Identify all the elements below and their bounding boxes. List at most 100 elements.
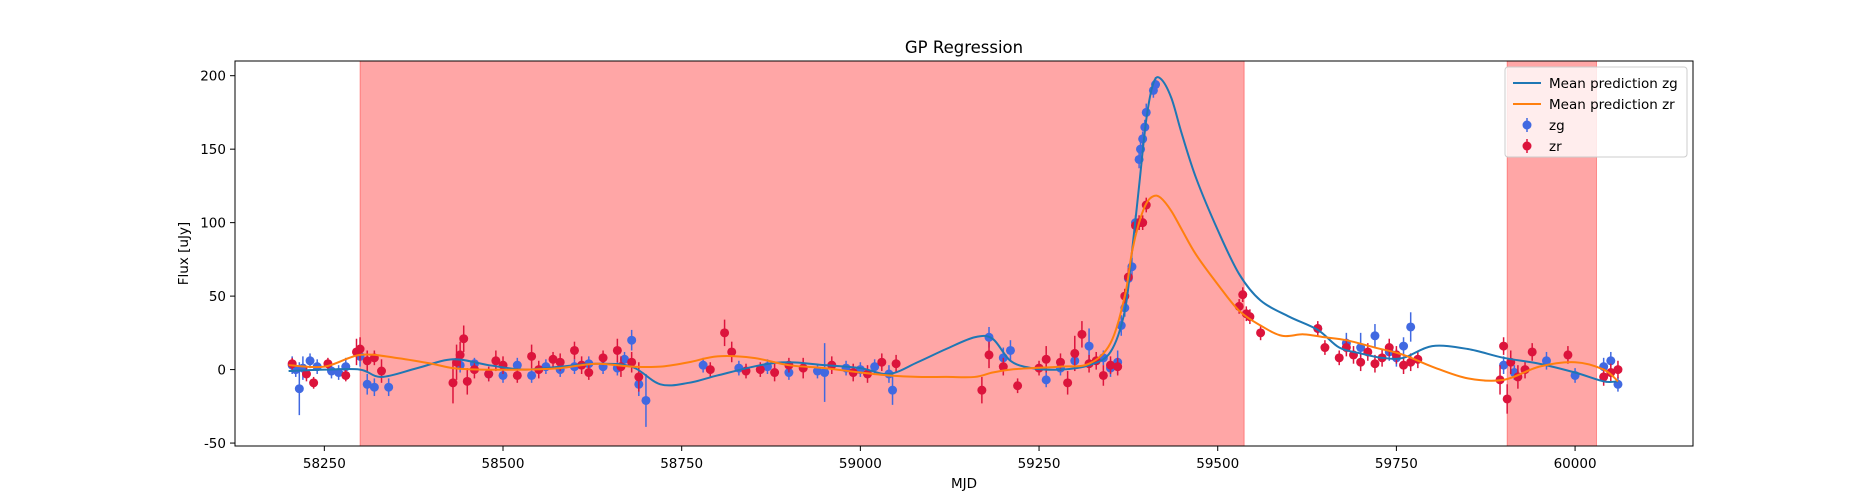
legend-marker [1522, 141, 1532, 151]
zg-point [620, 354, 630, 364]
zr-point [448, 378, 458, 388]
zr-point [1106, 360, 1116, 370]
zr-point [1527, 347, 1537, 357]
x-tick-label: 58250 [303, 456, 346, 472]
zg-point [305, 356, 315, 366]
x-tick-label: 59250 [1018, 456, 1061, 472]
zr-point [634, 372, 644, 382]
zr-point [755, 365, 765, 375]
zg-point [1041, 375, 1051, 385]
x-axis-label: MJD [951, 476, 977, 492]
zr-point [527, 351, 537, 361]
zr-point [548, 354, 558, 364]
zr-point [1063, 378, 1073, 388]
zg-point [512, 360, 522, 370]
zr-point [301, 369, 311, 379]
x-tick-label: 59750 [1375, 456, 1418, 472]
zg-point [1406, 322, 1416, 332]
zg-point [1606, 356, 1616, 366]
legend-label: Mean prediction zr [1549, 97, 1675, 113]
x-tick-label: 59000 [839, 456, 882, 472]
legend-marker [1522, 120, 1532, 130]
zr-point [1256, 328, 1266, 338]
zr-point [1113, 362, 1123, 372]
zr-point [355, 344, 365, 354]
zg-point [698, 360, 708, 370]
plot-area-frame [234, 60, 1694, 447]
zr-point [977, 385, 987, 395]
zr-point [984, 350, 994, 360]
zr-point [1320, 343, 1330, 353]
zg-point [498, 370, 508, 380]
zr-point [998, 362, 1008, 372]
zr-point [1370, 359, 1380, 369]
zg-point [1541, 356, 1551, 366]
zr-point [484, 369, 494, 379]
zr-point [1013, 381, 1023, 391]
zr-point [362, 356, 372, 366]
zr-point [627, 357, 637, 367]
zr-point [491, 356, 501, 366]
zr-point [1055, 357, 1065, 367]
zr-point [877, 357, 887, 367]
legend: Mean prediction zg Mean prediction zr zg zr [1504, 66, 1688, 158]
zr-point [1502, 394, 1512, 404]
x-tick-label: 60000 [1554, 456, 1597, 472]
zr-point [705, 365, 715, 375]
zg-point [527, 370, 537, 380]
zr-point [1356, 357, 1366, 367]
zr-point [341, 370, 351, 380]
zr-point [598, 353, 608, 363]
zr-point [584, 368, 594, 378]
zr-point [1563, 350, 1573, 360]
zr-point [1406, 357, 1416, 367]
zg-point [294, 384, 304, 394]
x-axis-ticks: 58250 58500 58750 59000 59250 59500 59750 60000 [303, 446, 1597, 472]
legend-label: Mean prediction zg [1549, 76, 1678, 92]
x-tick-label: 59500 [1196, 456, 1239, 472]
zr-point [1238, 290, 1248, 300]
zr-point [1606, 368, 1616, 378]
zg-point [812, 366, 822, 376]
zg-point [362, 379, 372, 389]
y-tick-label: -50 [204, 436, 226, 452]
zr-point [287, 359, 297, 369]
zr-point [1077, 329, 1087, 339]
zr-point [1070, 348, 1080, 358]
zr-point [891, 359, 901, 369]
zg-point [1084, 341, 1094, 351]
x-tick-label: 58750 [660, 456, 703, 472]
zr-point [727, 347, 737, 357]
legend-label: zg [1549, 118, 1565, 134]
legend-label: zr [1549, 139, 1562, 155]
y-axis-ticks: -50 0 50 100 150 200 [200, 69, 235, 452]
zr-point [1245, 312, 1255, 322]
zg-point [1370, 331, 1380, 341]
x-tick-label: 58500 [482, 456, 525, 472]
y-tick-label: 100 [200, 216, 226, 232]
zg-point [384, 382, 394, 392]
zr-point [455, 350, 465, 360]
zr-point [1399, 360, 1409, 370]
zr-point [1599, 372, 1609, 382]
chart-title: GP Regression [905, 38, 1023, 57]
zg-point [1499, 360, 1509, 370]
zr-point [512, 370, 522, 380]
zg-point [888, 385, 898, 395]
shaded-region-1 [359, 60, 1245, 447]
zr-point [462, 376, 472, 386]
zg-point [1399, 341, 1409, 351]
y-tick-label: 200 [200, 69, 226, 85]
line-mean-prediction-zr [288, 194, 1619, 383]
zr-point [309, 378, 319, 388]
zg-point [334, 368, 344, 378]
zg-point [820, 368, 830, 378]
zr-point [555, 357, 565, 367]
y-tick-label: 50 [209, 289, 226, 305]
zg-point [641, 395, 651, 405]
y-tick-label: 150 [200, 142, 226, 158]
zg-point [870, 362, 880, 372]
zr-point [798, 363, 808, 373]
legend-box [1504, 66, 1688, 158]
